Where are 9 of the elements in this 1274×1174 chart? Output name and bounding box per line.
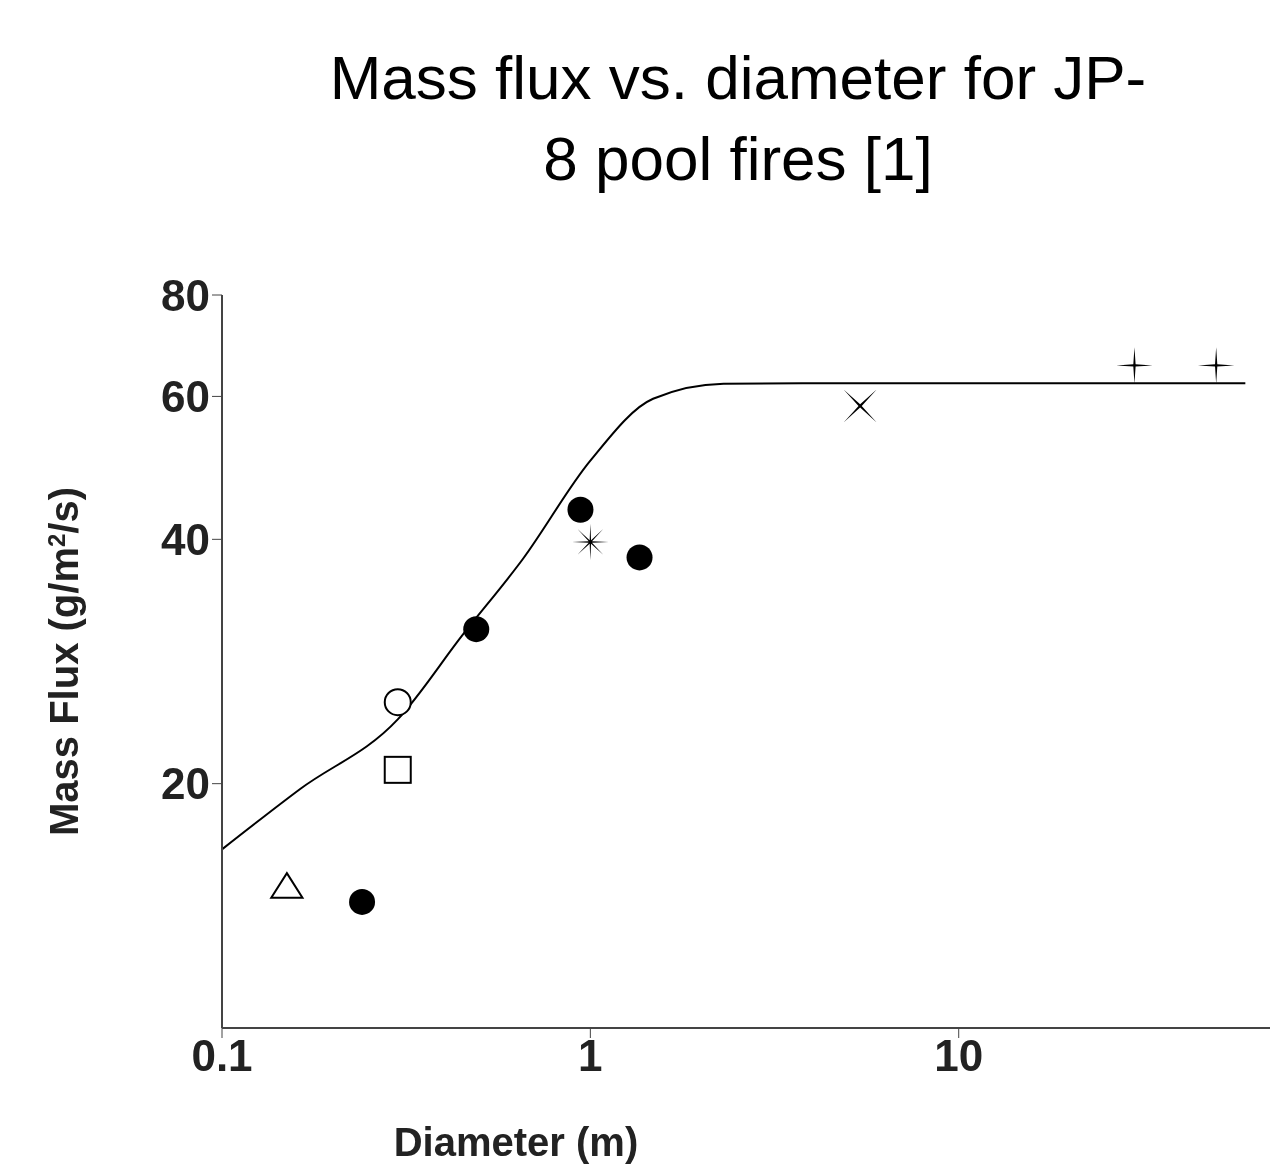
chart-title: Mass flux vs. diameter for JP-8 pool fires [1]: [328, 42, 1148, 195]
x-axis-title: Diameter (m): [393, 1120, 639, 1164]
y-tick-label: 80: [161, 270, 210, 320]
x-tick-label: 0.1: [191, 1031, 253, 1081]
x-tick-label: 1: [578, 1031, 603, 1081]
y-tick-label: 60: [161, 372, 210, 422]
x-tick-label: 10: [934, 1031, 984, 1081]
y-tick-label: 20: [161, 759, 210, 809]
y-tick-label: 40: [161, 514, 210, 564]
